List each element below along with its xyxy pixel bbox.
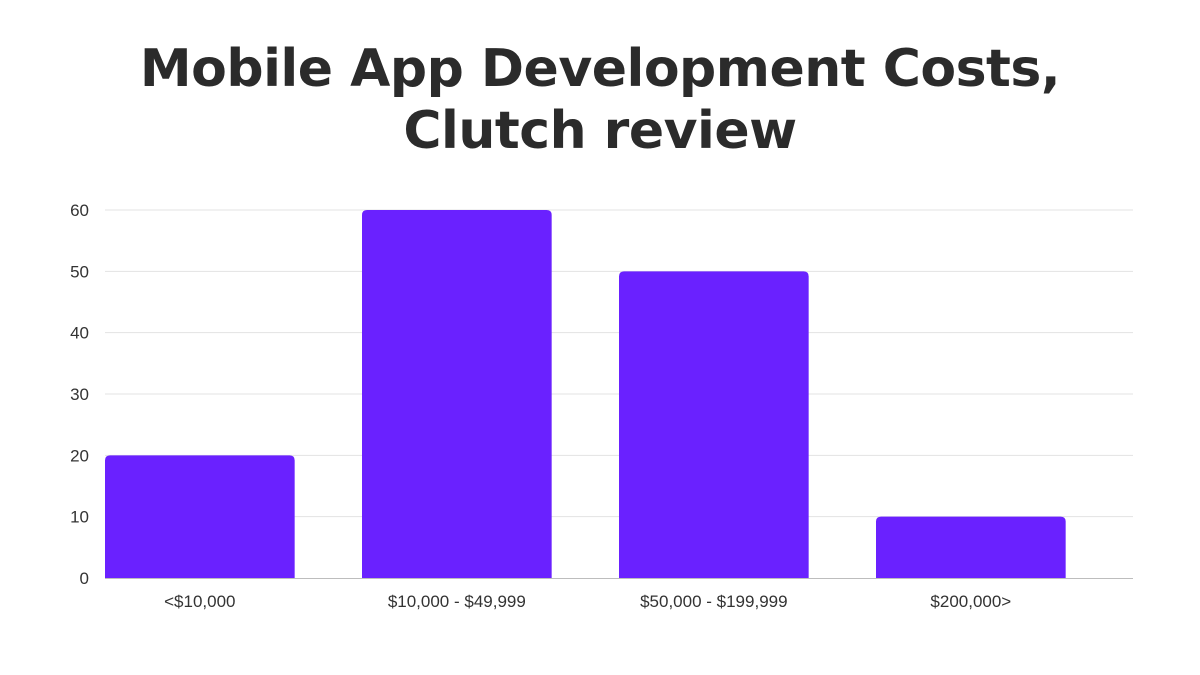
y-tick-label: 20 — [70, 446, 89, 465]
bar — [876, 516, 1066, 578]
bar — [105, 455, 295, 578]
x-tick-label: <$10,000 — [164, 592, 235, 611]
chart-title-line-2: Clutch review — [403, 101, 797, 161]
bars — [105, 210, 1066, 578]
bar — [362, 210, 552, 578]
y-tick-label: 60 — [70, 201, 89, 220]
y-tick-label: 0 — [80, 569, 89, 588]
x-tick-label: $10,000 - $49,999 — [388, 592, 526, 611]
x-tick-label: $50,000 - $199,999 — [640, 592, 787, 611]
chart-title-line-1: Mobile App Development Costs, — [139, 39, 1061, 99]
x-tick-label: $200,000> — [930, 592, 1011, 611]
bar — [619, 271, 809, 578]
y-axis-ticks: 0 10 20 30 40 50 60 — [70, 201, 89, 588]
y-tick-label: 40 — [70, 324, 89, 343]
y-tick-label: 10 — [70, 508, 89, 527]
y-tick-label: 30 — [70, 385, 89, 404]
x-axis-ticks: <$10,000 $10,000 - $49,999 $50,000 - $199,… — [164, 592, 1011, 611]
chart-title: Mobile App Development Costs, Clutch rev… — [0, 38, 1200, 162]
y-tick-label: 50 — [70, 262, 89, 281]
